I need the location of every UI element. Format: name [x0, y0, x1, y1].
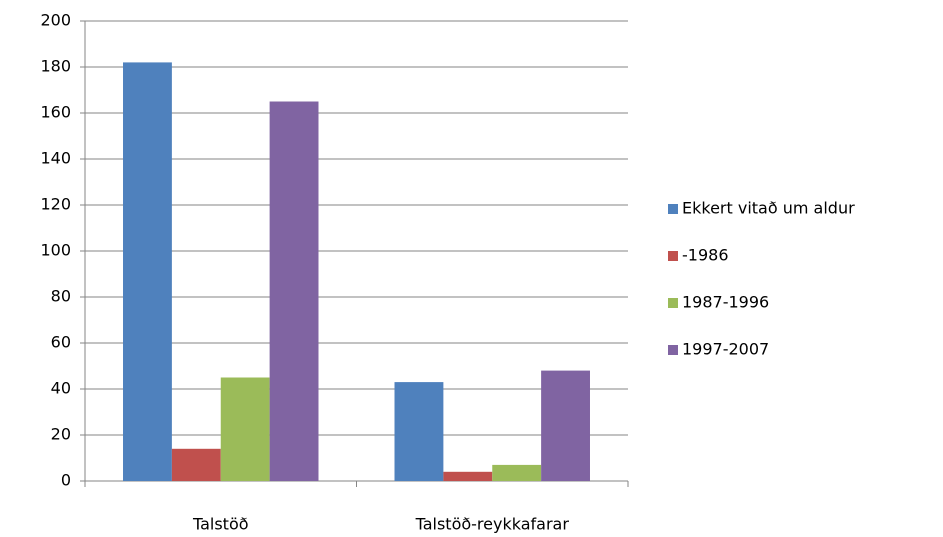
y-tick-label: 140	[40, 149, 71, 168]
bar	[492, 464, 542, 481]
legend-swatch	[668, 204, 678, 214]
y-tick-label: 20	[51, 425, 71, 444]
x-tick-label: Talstöð	[192, 515, 249, 534]
bar	[171, 448, 221, 481]
bar	[443, 471, 493, 481]
y-tick-label: 0	[61, 471, 71, 490]
legend-label: 1987-1996	[682, 293, 769, 312]
y-tick-label: 40	[51, 379, 71, 398]
legend-swatch	[668, 345, 678, 355]
y-tick-label: 180	[40, 57, 71, 76]
bar	[123, 62, 172, 482]
legend-label: 1997-2007	[682, 340, 769, 359]
legend-swatch	[668, 251, 678, 261]
y-tick-label: 120	[40, 195, 71, 214]
legend-swatch	[668, 298, 678, 308]
x-tick-label: Talstöð-reykkafarar	[415, 515, 570, 534]
legend-label: -1986	[682, 246, 729, 265]
legend-label: Ekkert vitað um aldur	[682, 199, 855, 218]
y-tick-label: 160	[40, 103, 71, 122]
y-tick-label: 100	[40, 241, 71, 260]
y-tick-label: 200	[40, 11, 71, 30]
y-tick-label: 60	[51, 333, 71, 352]
bar	[220, 377, 270, 481]
bar	[394, 382, 444, 481]
y-tick-label: 80	[51, 287, 71, 306]
bar	[541, 370, 590, 481]
bar	[269, 101, 319, 481]
